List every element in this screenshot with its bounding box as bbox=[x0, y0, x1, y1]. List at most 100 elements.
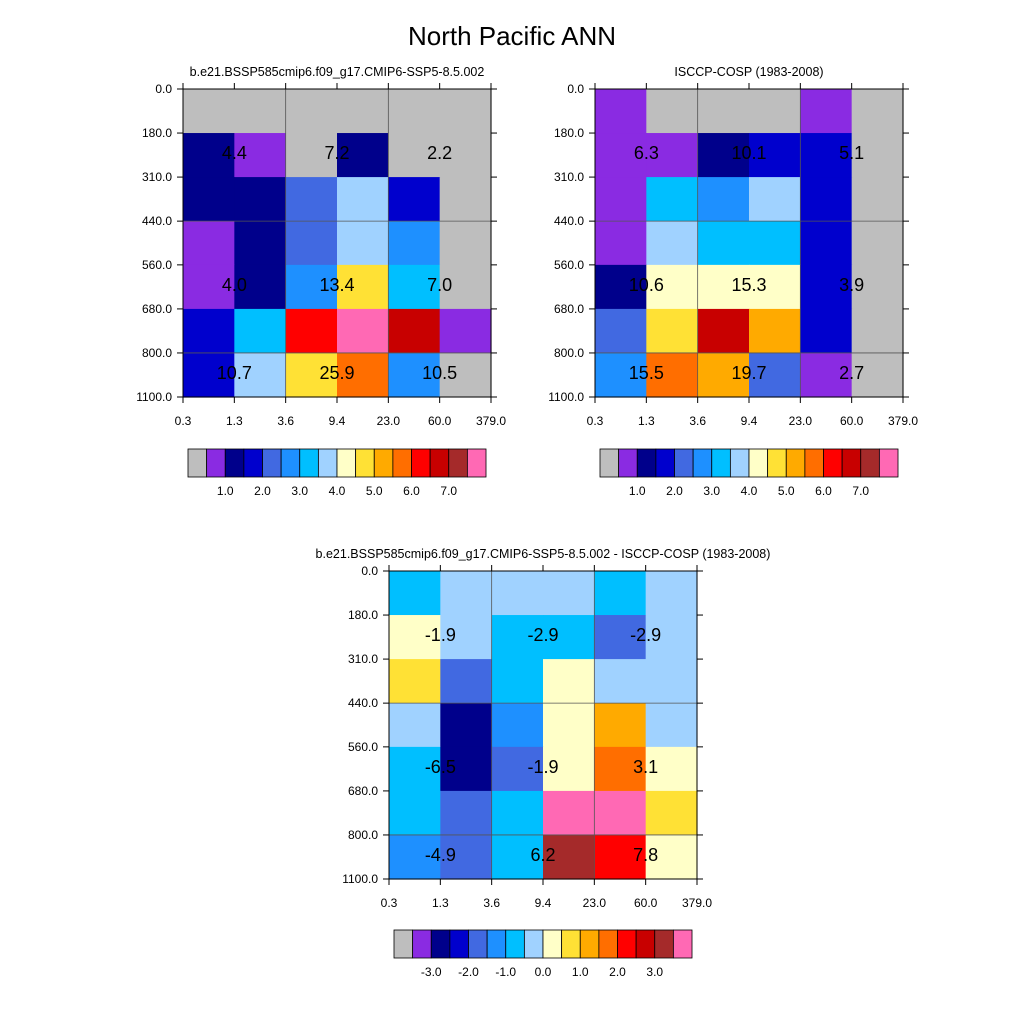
colorbar-label: 1.0 bbox=[629, 484, 646, 498]
heatmap-cell bbox=[543, 790, 595, 836]
heatmap-cell bbox=[697, 352, 750, 398]
heatmap-cell bbox=[440, 703, 493, 748]
heatmap-cell bbox=[285, 221, 338, 266]
panels: b.e21.BSSP585cmip6.f09_g17.CMIP6-SSP5-8.… bbox=[136, 65, 918, 979]
colorbar: 1.0 2.0 3.0 4.0 5.0 6.0 7.0 bbox=[187, 448, 487, 498]
heatmap-cell bbox=[749, 308, 801, 354]
heatmap-cell bbox=[388, 177, 441, 222]
x-tick-label: 3.6 bbox=[689, 414, 706, 428]
heatmap-cell bbox=[388, 221, 441, 266]
cell-value-label: 3.9 bbox=[839, 275, 864, 295]
colorbar-label: -1.0 bbox=[495, 965, 516, 979]
heatmap-cell bbox=[285, 308, 338, 354]
colorbar-swatch bbox=[579, 929, 600, 959]
ticks bbox=[177, 83, 497, 403]
grid bbox=[595, 89, 903, 397]
colorbar-label: 3.0 bbox=[646, 965, 663, 979]
heatmap-cell bbox=[749, 89, 801, 134]
heatmap-cell bbox=[800, 177, 853, 222]
y-tick-label: 180.0 bbox=[142, 126, 172, 140]
colorbar-swatch bbox=[393, 929, 414, 959]
cell-value-label: 10.5 bbox=[422, 363, 457, 383]
colorbar-swatch bbox=[672, 929, 693, 959]
cell-value-label: 15.3 bbox=[731, 275, 766, 295]
colorbar-swatch bbox=[523, 929, 544, 959]
colorbar-swatch bbox=[711, 448, 731, 478]
colorbar-label: 2.0 bbox=[254, 484, 271, 498]
heatmap-cell bbox=[337, 308, 389, 354]
colorbar-label: 7.0 bbox=[440, 484, 457, 498]
y-tick-label: 0.0 bbox=[155, 82, 172, 96]
cell-value-label: -2.9 bbox=[630, 625, 661, 645]
heatmap-cell bbox=[543, 703, 595, 748]
x-tick-label: 9.4 bbox=[741, 414, 758, 428]
colorbar-swatch bbox=[449, 929, 469, 959]
heatmap-cell bbox=[439, 264, 492, 310]
heatmap-cell bbox=[646, 89, 699, 134]
x-tick-label: 0.3 bbox=[587, 414, 604, 428]
colorbar-swatch bbox=[505, 929, 525, 959]
colorbar-label: 5.0 bbox=[366, 484, 383, 498]
cell-value-label: 10.7 bbox=[217, 363, 252, 383]
colorbar-swatch bbox=[429, 448, 450, 478]
heatmap-cell bbox=[851, 308, 904, 354]
colorbar-swatch bbox=[262, 448, 282, 478]
colorbar-swatch bbox=[729, 448, 750, 478]
heatmap-cell bbox=[595, 352, 647, 398]
heatmap-cell bbox=[439, 177, 492, 222]
cell-value-label: 2.7 bbox=[839, 363, 864, 383]
heatmap-cell bbox=[440, 659, 493, 704]
heatmap-cell bbox=[543, 834, 595, 880]
heatmap-cell bbox=[646, 264, 699, 310]
heatmap-cell bbox=[800, 264, 853, 310]
heatmap-panel-1: b.e21.BSSP585cmip6.f09_g17.CMIP6-SSP5-8.… bbox=[136, 65, 506, 498]
x-tick-label: 9.4 bbox=[329, 414, 346, 428]
y-tick-label: 440.0 bbox=[142, 214, 172, 228]
y-tick-label: 440.0 bbox=[348, 696, 378, 710]
heatmap-cell bbox=[543, 659, 595, 704]
heatmap-cell bbox=[749, 133, 801, 178]
colorbar-swatch bbox=[598, 929, 618, 959]
colorbar-swatch bbox=[411, 448, 431, 478]
y-tick-label: 800.0 bbox=[142, 346, 172, 360]
heatmap-cell bbox=[183, 264, 235, 310]
heatmap-cell bbox=[645, 790, 698, 836]
colorbar-swatch bbox=[692, 448, 713, 478]
heatmap-cell bbox=[285, 89, 338, 134]
colorbar: -3.0 -2.0 -1.0 0.0 1.0 2.0 3.0 bbox=[393, 929, 693, 979]
colorbar-label: 4.0 bbox=[741, 484, 758, 498]
heatmap-cell bbox=[183, 177, 235, 222]
colorbar-label: 0.0 bbox=[535, 965, 552, 979]
heatmap-cell bbox=[285, 352, 338, 398]
colorbar-swatch bbox=[392, 448, 412, 478]
y-tick-label: 1100.0 bbox=[342, 872, 378, 886]
heatmap-cell bbox=[697, 133, 750, 178]
colorbar-swatch bbox=[617, 929, 637, 959]
heatmap-cell bbox=[285, 177, 338, 222]
colorbar-swatch bbox=[468, 929, 488, 959]
x-tick-label: 60.0 bbox=[428, 414, 452, 428]
x-tick-label: 379.0 bbox=[476, 414, 506, 428]
heatmap-cell bbox=[388, 308, 441, 354]
heatmap-cell bbox=[337, 352, 389, 398]
heatmap-cell bbox=[234, 221, 287, 266]
colorbar-swatch bbox=[767, 448, 787, 478]
heatmap-cell bbox=[851, 352, 904, 398]
cell-value-label: 7.8 bbox=[633, 845, 658, 865]
heatmap-cell bbox=[594, 790, 647, 836]
heatmap-cell bbox=[851, 264, 904, 310]
heatmap-cell bbox=[749, 177, 801, 222]
colorbar-swatch bbox=[618, 448, 638, 478]
y-tick-label: 680.0 bbox=[554, 302, 584, 316]
heatmap-cell bbox=[697, 177, 750, 222]
cell-value-label: -6.5 bbox=[425, 757, 456, 777]
cell-value-label: 2.2 bbox=[427, 143, 452, 163]
heatmap-cell bbox=[594, 746, 647, 792]
heatmap-cell bbox=[234, 264, 287, 310]
heatmap-cell bbox=[851, 89, 904, 134]
heatmap-cell bbox=[749, 221, 801, 266]
y-tick-label: 560.0 bbox=[142, 258, 172, 272]
panel-title: b.e21.BSSP585cmip6.f09_g17.CMIP6-SSP5-8.… bbox=[316, 547, 771, 561]
x-tick-label: 9.4 bbox=[535, 896, 552, 910]
